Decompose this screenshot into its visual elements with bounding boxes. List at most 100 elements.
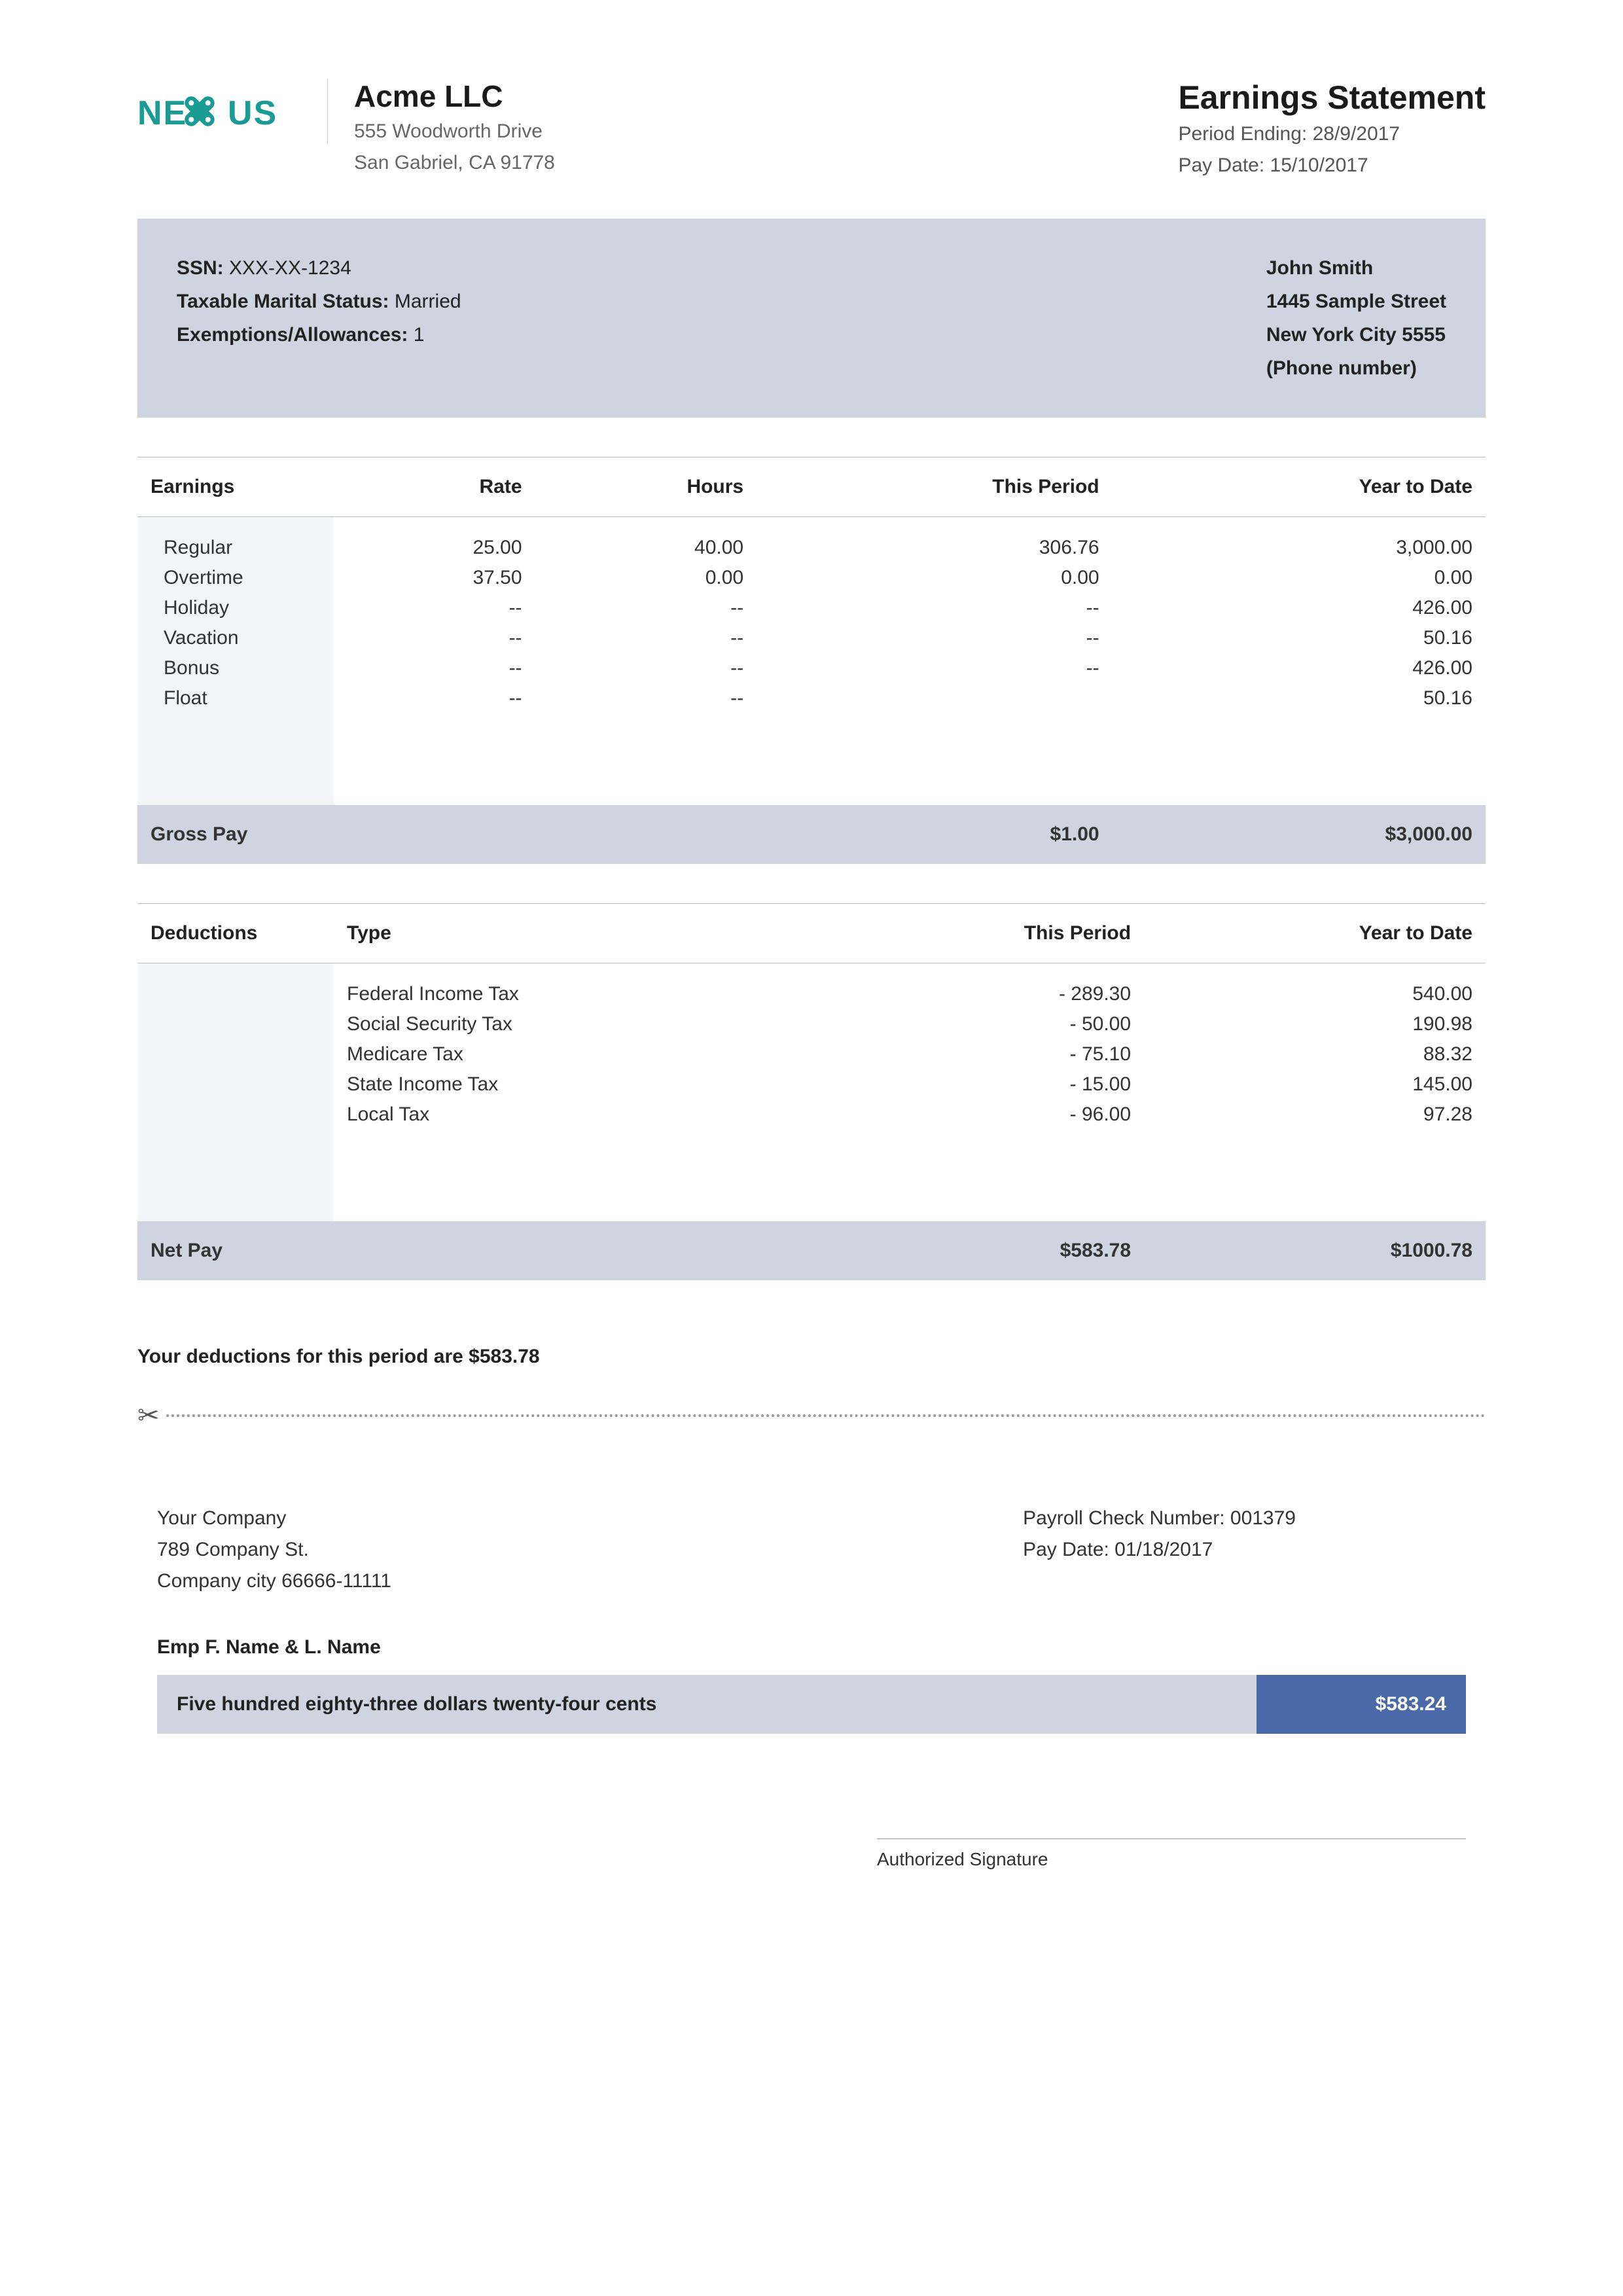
emp-addr2: New York City 5555 — [1266, 324, 1446, 346]
ded-ytd: 540.00 — [1144, 963, 1486, 1010]
earnings-table: Earnings Rate Hours This Period Year to … — [137, 457, 1486, 864]
stub-paydate: Pay Date: 01/18/2017 — [1023, 1534, 1296, 1566]
amount-words: Five hundred eighty-three dollars twenty… — [157, 1675, 1257, 1734]
earn-ytd: 50.16 — [1113, 623, 1486, 653]
scissors-icon: ✂ — [137, 1401, 160, 1431]
emp-addr1: 1445 Sample Street — [1266, 291, 1446, 312]
earn-ytd: 3,000.00 — [1113, 517, 1486, 564]
earn-label: Float — [137, 683, 334, 713]
earn-hours: -- — [535, 593, 757, 623]
deduction-row: Federal Income Tax- 289.30540.00 — [137, 963, 1486, 1010]
exempt-label: Exemptions/Allowances: — [177, 324, 408, 346]
ded-ytd: 190.98 — [1144, 1009, 1486, 1039]
svg-text:NE: NE — [137, 94, 187, 132]
stub-company: Your Company — [157, 1503, 391, 1534]
stub-check-block: Payroll Check Number: 001379 Pay Date: 0… — [1023, 1503, 1296, 1597]
gross-pay-row: Gross Pay $1.00 $3,000.00 — [137, 805, 1486, 864]
earn-ytd: 426.00 — [1113, 653, 1486, 683]
gross-ytd: $3,000.00 — [1113, 805, 1486, 864]
net-label: Net Pay — [137, 1221, 334, 1280]
earnings-row: Float----50.16 — [137, 683, 1486, 713]
ded-tp: - 15.00 — [819, 1069, 1144, 1100]
earn-label: Regular — [137, 517, 334, 564]
cut-line: ✂ — [137, 1401, 1486, 1431]
marital-label: Taxable Marital Status: — [177, 291, 389, 312]
ded-ytd: 145.00 — [1144, 1069, 1486, 1100]
earn-hours: -- — [535, 623, 757, 653]
earnings-h1: Earnings — [137, 457, 334, 517]
earn-ytd: 0.00 — [1113, 563, 1486, 593]
earn-hours: -- — [535, 683, 757, 713]
ded-h2: Type — [334, 904, 819, 963]
earnings-h3: Hours — [535, 457, 757, 517]
amount-value: $583.24 — [1257, 1675, 1466, 1734]
earn-hours: 0.00 — [535, 563, 757, 593]
company-addr2: San Gabriel, CA 91778 — [354, 149, 555, 177]
earnings-row: Overtime37.500.000.000.00 — [137, 563, 1486, 593]
earn-rate: -- — [334, 593, 535, 623]
signature-block: Authorized Signature — [877, 1839, 1466, 1870]
ded-tp: - 96.00 — [819, 1100, 1144, 1130]
net-pay-row: Net Pay $583.78 $1000.78 — [137, 1221, 1486, 1280]
earn-tp: 0.00 — [757, 563, 1112, 593]
check-stub: Your Company 789 Company St. Company cit… — [137, 1503, 1486, 1870]
stub-addr2: Company city 66666-11111 — [157, 1566, 391, 1597]
ded-h5: Year to Date — [1144, 904, 1486, 963]
earn-tp — [757, 683, 1112, 713]
ded-h4: This Period — [819, 904, 1144, 963]
earn-rate: 25.00 — [334, 517, 535, 564]
company-addr1: 555 Woodworth Drive — [354, 118, 555, 145]
pay-date: Pay Date: 15/10/2017 — [1178, 152, 1486, 179]
signature-label: Authorized Signature — [877, 1849, 1466, 1870]
earn-hours: -- — [535, 653, 757, 683]
net-tp: $583.78 — [819, 1221, 1144, 1280]
earn-label: Overtime — [137, 563, 334, 593]
ded-blank — [137, 963, 334, 1130]
earn-label: Holiday — [137, 593, 334, 623]
marital-value: Married — [389, 291, 461, 312]
info-left: SSN: XXX-XX-1234 Taxable Marital Status:… — [177, 251, 461, 385]
company-name: Acme LLC — [354, 79, 555, 114]
earn-tp: -- — [757, 653, 1112, 683]
stub-top: Your Company 789 Company St. Company cit… — [157, 1503, 1466, 1597]
ded-type: Medicare Tax — [334, 1039, 819, 1069]
ded-type: State Income Tax — [334, 1069, 819, 1100]
ded-type: Social Security Tax — [334, 1009, 819, 1039]
nexus-logo: NE US — [137, 79, 308, 144]
emp-name: John Smith — [1266, 257, 1373, 279]
header: NE US Acme LLC 555 Woodworth Drive San G… — [137, 79, 1486, 179]
earn-rate: -- — [334, 623, 535, 653]
earn-ytd: 50.16 — [1113, 683, 1486, 713]
svg-text:US: US — [228, 94, 277, 132]
statement-title: Earnings Statement — [1178, 79, 1486, 117]
deduction-summary: Your deductions for this period are $583… — [137, 1346, 1486, 1368]
ded-tp: - 289.30 — [819, 963, 1144, 1010]
logo-divider — [327, 79, 328, 144]
earn-rate: -- — [334, 683, 535, 713]
earn-label: Bonus — [137, 653, 334, 683]
ded-tp: - 50.00 — [819, 1009, 1144, 1039]
ded-h1: Deductions — [137, 904, 334, 963]
logo-block: NE US — [137, 79, 328, 144]
period-ending: Period Ending: 28/9/2017 — [1178, 120, 1486, 148]
earnings-row: Vacation------50.16 — [137, 623, 1486, 653]
earnings-row: Bonus------426.00 — [137, 653, 1486, 683]
ssn-value: XXX-XX-1234 — [224, 257, 351, 279]
emp-phone: (Phone number) — [1266, 357, 1417, 379]
earn-tp: 306.76 — [757, 517, 1112, 564]
earn-tp: -- — [757, 623, 1112, 653]
gross-tp: $1.00 — [757, 805, 1112, 864]
net-ytd: $1000.78 — [1144, 1221, 1486, 1280]
deduction-row: Social Security Tax- 50.00190.98 — [137, 1009, 1486, 1039]
stub-addr1: 789 Company St. — [157, 1534, 391, 1566]
stub-company-block: Your Company 789 Company St. Company cit… — [157, 1503, 391, 1597]
earnings-row: Regular25.0040.00306.763,000.00 — [137, 517, 1486, 564]
gross-label: Gross Pay — [137, 805, 334, 864]
deductions-table: Deductions Type This Period Year to Date… — [137, 903, 1486, 1280]
earn-rate: 37.50 — [334, 563, 535, 593]
earnings-row: Holiday------426.00 — [137, 593, 1486, 623]
earn-label: Vacation — [137, 623, 334, 653]
stub-checknum: Payroll Check Number: 001379 — [1023, 1503, 1296, 1534]
ded-ytd: 88.32 — [1144, 1039, 1486, 1069]
exempt-value: 1 — [408, 324, 424, 346]
